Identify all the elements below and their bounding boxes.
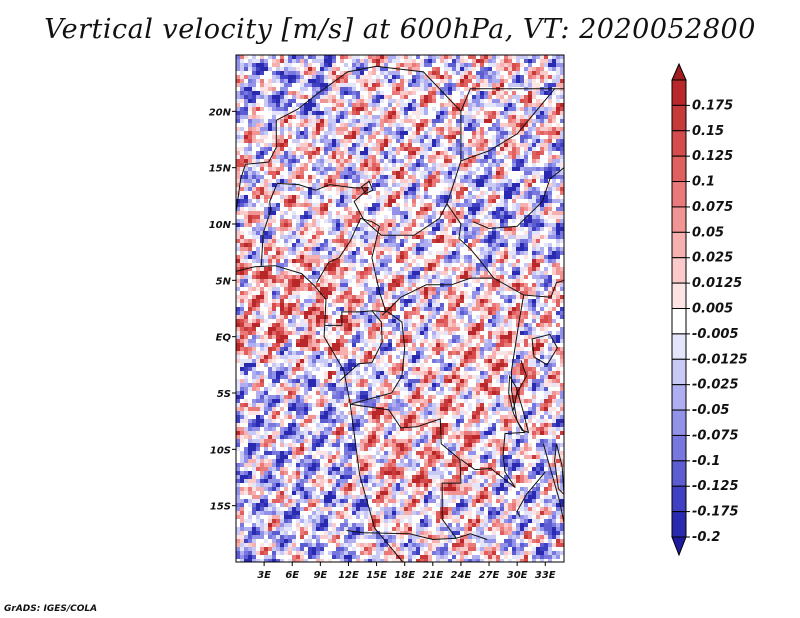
colorbar-swatch	[671, 79, 687, 106]
lon-tick-label: 12E	[338, 570, 359, 581]
lake-outline	[554, 443, 564, 496]
border-line	[460, 294, 526, 488]
colorbar-label: -0.025	[692, 378, 739, 393]
colorbar-swatch	[671, 358, 687, 386]
map-frame	[235, 54, 565, 563]
lon-tick-label: 27E	[479, 570, 500, 581]
country-borders	[236, 65, 564, 562]
border-line	[350, 310, 406, 405]
lat-tick-label: 10S	[210, 445, 231, 456]
colorbar-swatch	[671, 409, 687, 436]
colorbar-label: 0.15	[692, 124, 724, 139]
colorbar-swatch	[671, 130, 687, 157]
colorbar-label: -0.1	[692, 454, 720, 469]
border-line	[460, 88, 564, 112]
colorbar-bottom-arrow	[671, 536, 687, 557]
colorbar-label: 0.175	[692, 98, 733, 113]
lon-tick-label: 6E	[285, 570, 299, 581]
colorbar-label: 0.075	[692, 200, 733, 215]
colorbar-swatch	[671, 434, 687, 462]
colorbar-swatch	[671, 155, 687, 183]
border-line	[446, 203, 495, 279]
lat-tick-label: 10N	[209, 220, 232, 231]
border-line	[472, 167, 564, 230]
border-line	[460, 88, 555, 162]
grads-credit: GrADS: IGES/COLA	[4, 604, 98, 614]
border-line	[542, 443, 564, 523]
lon-tick-label: 3E	[257, 570, 271, 581]
lat-tick-label: 15N	[209, 164, 232, 175]
border-line	[346, 530, 457, 541]
lon-tick-label: 33E	[535, 570, 556, 581]
colorbar-label: -0.125	[692, 479, 739, 494]
colorbar-label: 0.0125	[692, 276, 742, 291]
lat-tick-label: 5N	[216, 276, 232, 287]
colorbar-swatch	[671, 257, 687, 284]
lon-tick-label: 18E	[394, 570, 415, 581]
border-line	[516, 471, 546, 518]
lon-tick-label: 9E	[313, 570, 327, 581]
lat-tick-label: EQ	[216, 333, 232, 344]
colorbar-label: -0.175	[692, 505, 739, 520]
border-line	[385, 277, 524, 313]
colorbar-swatch	[671, 333, 687, 360]
border-line	[269, 182, 370, 202]
colorbar-swatch	[671, 384, 687, 411]
colorbar: 0.175 0.15 0.125 0.1 0.075 0.05 0.025 0.0125 0.0…	[671, 62, 748, 557]
lon-tick-label: 24E	[451, 570, 472, 581]
lake-outline	[508, 374, 530, 434]
colorbar-swatch	[671, 104, 687, 132]
colorbar-swatch	[671, 206, 687, 233]
border-line	[512, 360, 528, 411]
colorbar-label: -0.0125	[692, 352, 748, 367]
colorbar-label: 0.025	[692, 251, 733, 266]
lake-outline	[360, 180, 374, 195]
border-line	[236, 71, 348, 213]
border-line	[523, 279, 564, 298]
colorbar-swatch	[671, 231, 687, 259]
border-line	[325, 311, 343, 326]
lake-outline	[531, 333, 558, 366]
colorbar-swatch	[671, 308, 687, 335]
lat-tick-label: 15S	[210, 502, 231, 513]
colorbar-swatch	[671, 282, 687, 310]
border-line	[260, 201, 272, 266]
lat-tick-label: 20N	[209, 107, 232, 118]
colorbar-swatch	[671, 181, 687, 208]
border-line	[339, 310, 383, 381]
colorbar-label: 0.1	[692, 175, 715, 190]
colorbar-swatch	[671, 511, 687, 538]
colorbar-swatch	[671, 485, 687, 513]
colorbar-swatch	[671, 460, 687, 487]
lat-tick-label: 5S	[217, 389, 231, 400]
colorbar-label: -0.05	[692, 403, 729, 418]
colorbar-label: -0.2	[692, 530, 720, 545]
lon-tick-label: 30E	[507, 570, 528, 581]
longitude-ticks: 3E 6E 9E 12E 15E 18E 21E 24E 27E 30E 33E	[257, 562, 556, 581]
border-line	[316, 217, 387, 316]
border-line	[236, 265, 404, 562]
map-title: Vertical velocity [m/s] at 600hPa, VT: 2…	[44, 14, 756, 45]
velocity-field	[236, 55, 564, 562]
colorbar-label: 0.05	[692, 225, 724, 240]
colorbar-top-arrow	[671, 62, 687, 81]
colorbar-label: -0.075	[692, 428, 739, 443]
lon-tick-label: 15E	[366, 570, 387, 581]
lon-tick-label: 21E	[422, 570, 443, 581]
colorbar-label: 0.005	[692, 302, 733, 317]
colorbar-label: 0.125	[692, 149, 733, 164]
latitude-ticks: 20N 15N 10N 5N EQ 5S 10S 15S	[209, 107, 236, 513]
colorbar-label: -0.005	[692, 327, 739, 342]
